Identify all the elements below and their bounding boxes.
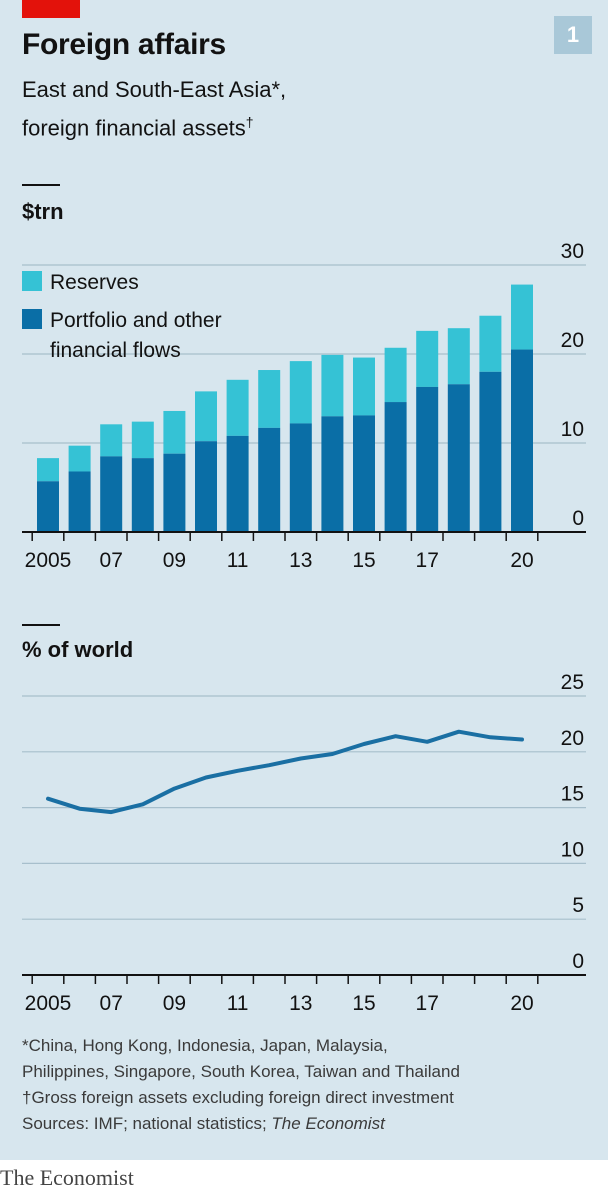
bar-y-tick-label: 30 <box>561 240 584 263</box>
publication-logo: The Economist <box>0 1165 134 1190</box>
chart-number-badge: 1 <box>554 16 592 54</box>
sources-publication: The Economist <box>271 1114 385 1133</box>
line-x-tick-label: 2005 <box>25 992 72 1015</box>
bar-portfolio <box>68 471 91 532</box>
charts-svg: $trn 0 10 20 30 Reserves Portfolio and othe… <box>22 184 586 1015</box>
bar-x-tick-label: 13 <box>289 549 312 572</box>
bar-portfolio <box>289 423 312 532</box>
bar-x-tick-label: 07 <box>100 549 123 572</box>
sources-text: Sources: IMF; national statistics; <box>22 1114 272 1133</box>
bar-x-tick-label: 17 <box>416 549 439 572</box>
line-x-tick-label: 13 <box>289 992 312 1015</box>
line-y-tick-labels: 0 5 10 15 20 25 <box>561 671 584 973</box>
bar-reserves <box>289 361 312 424</box>
bar-portfolio <box>384 402 407 532</box>
bar-reserves <box>384 347 407 403</box>
subtitle-dagger: † <box>245 114 254 130</box>
bar-reserves <box>163 410 186 454</box>
bar-reserves <box>226 379 249 436</box>
bar-x-tick-label: 15 <box>352 549 375 572</box>
bar-portfolio <box>258 427 281 532</box>
bar-legend: Reserves Portfolio and other financial f… <box>22 271 222 362</box>
chart-panel: 1 Foreign affairs East and South-East As… <box>0 0 608 1160</box>
chart-subtitle: East and South-East Asia*, foreign finan… <box>22 74 286 144</box>
line-y-tick-label: 5 <box>572 894 584 917</box>
line-y-tick-label: 25 <box>561 671 584 694</box>
line-x-ticks: 2005 07 09 11 13 15 17 20 <box>25 975 539 1015</box>
line-x-tick-label: 15 <box>352 992 375 1015</box>
line-x-tick-label: 20 <box>510 992 533 1015</box>
bar-portfolio <box>226 435 249 532</box>
bar-reserves <box>37 458 59 482</box>
line-x-tick-label: 17 <box>416 992 439 1015</box>
bar-portfolio <box>37 481 59 532</box>
chart-title: Foreign affairs <box>22 28 226 61</box>
footnote-definition: †Gross foreign assets excluding foreign … <box>22 1088 454 1107</box>
bar-reserves <box>416 330 439 387</box>
bar-x-ticks: 2005 07 09 11 13 15 17 20 <box>25 532 539 572</box>
bar-portfolio <box>416 386 439 532</box>
bar-reserves <box>100 424 123 457</box>
bar-reserves <box>321 354 344 417</box>
line-series-share-of-world <box>46 729 524 815</box>
bar-series <box>37 284 533 532</box>
subtitle-line-2: foreign financial assets† <box>22 106 286 144</box>
legend-swatch-portfolio <box>22 309 42 329</box>
bar-y-unit-label: $trn <box>22 199 64 224</box>
line-x-tick-label: 09 <box>163 992 186 1015</box>
bar-reserves <box>195 391 217 442</box>
bar-portfolio <box>353 415 375 532</box>
bar-y-tick-labels: 0 10 20 30 <box>561 240 584 530</box>
subtitle-line-1: East and South-East Asia*, <box>22 77 287 102</box>
subtitle-line-2-text: foreign financial assets <box>22 115 246 141</box>
bar-reserves <box>447 328 470 385</box>
legend-label-portfolio-line2: financial flows <box>50 339 181 362</box>
line-y-tick-label: 20 <box>561 727 584 750</box>
bar-reserves <box>68 445 91 472</box>
bar-x-tick-label: 11 <box>227 549 249 572</box>
line-y-tick-label: 0 <box>572 950 584 973</box>
line-y-unit-label: % of world <box>22 637 133 662</box>
legend-label-reserves: Reserves <box>50 271 139 294</box>
bar-portfolio <box>511 349 533 532</box>
bar-portfolio <box>163 453 186 532</box>
sources-line: Sources: IMF; national statistics; The E… <box>22 1111 460 1137</box>
bar-portfolio <box>100 456 123 532</box>
bar-portfolio <box>447 384 470 532</box>
legend-swatch-reserves <box>22 271 42 291</box>
bar-portfolio <box>479 371 502 532</box>
bar-reserves <box>131 421 154 459</box>
bar-reserves <box>479 315 502 372</box>
bar-reserves <box>511 284 533 350</box>
bar-x-tick-label: 20 <box>510 549 533 572</box>
bar-y-tick-label: 20 <box>561 329 584 352</box>
bar-portfolio <box>131 458 154 532</box>
bar-x-tick-label: 09 <box>163 549 186 572</box>
bar-y-tick-label: 0 <box>572 507 584 530</box>
line-x-tick-label: 11 <box>227 992 249 1015</box>
bar-reserves <box>353 357 375 416</box>
line-x-tick-label: 07 <box>100 992 123 1015</box>
bar-x-tick-label: 2005 <box>25 549 72 572</box>
line-y-tick-label: 10 <box>561 838 584 861</box>
legend-label-portfolio-line1: Portfolio and other <box>50 309 222 332</box>
footnote-countries-line1: *China, Hong Kong, Indonesia, Japan, Mal… <box>22 1036 388 1055</box>
brand-accent-bar <box>22 0 80 18</box>
line-gridlines <box>22 695 586 920</box>
bar-reserves <box>258 370 281 428</box>
bar-y-tick-label: 10 <box>561 418 584 441</box>
footnotes: *China, Hong Kong, Indonesia, Japan, Mal… <box>22 1033 460 1137</box>
bar-portfolio <box>195 441 217 532</box>
bar-portfolio <box>321 416 344 532</box>
line-y-tick-label: 15 <box>561 783 584 806</box>
footnote-countries-line2: Philippines, Singapore, South Korea, Tai… <box>22 1062 460 1081</box>
